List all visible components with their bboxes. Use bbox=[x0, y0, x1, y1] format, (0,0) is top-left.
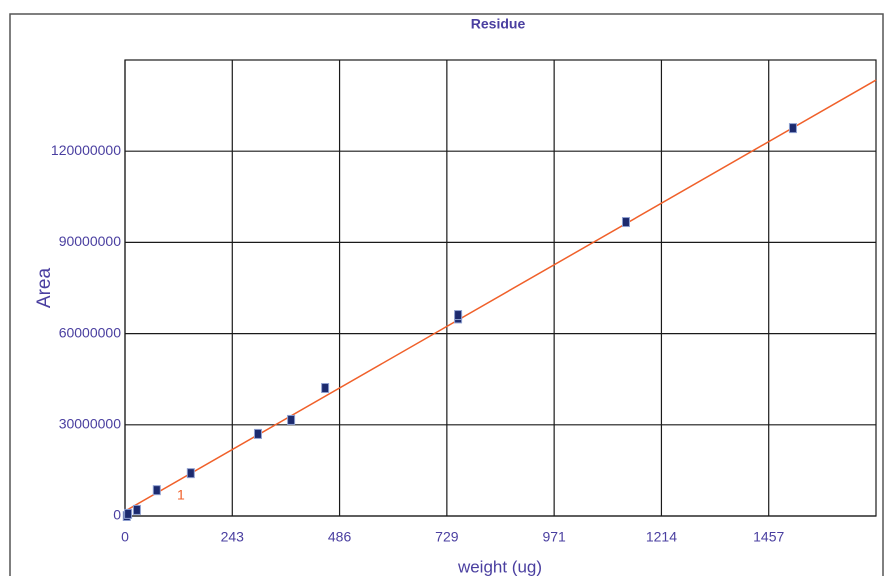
y-tick-label: 30000000 bbox=[59, 416, 122, 432]
x-axis-title: weight (ug) bbox=[457, 557, 542, 576]
data-point bbox=[152, 485, 161, 496]
fit-line bbox=[124, 79, 877, 512]
data-point bbox=[621, 217, 630, 228]
x-tick-label: 0 bbox=[121, 529, 129, 545]
y-tick-label: 120000000 bbox=[51, 142, 121, 158]
data-point bbox=[321, 383, 330, 394]
data-point bbox=[253, 428, 262, 439]
chart-title: Residue bbox=[471, 16, 526, 32]
data-point bbox=[788, 123, 797, 134]
y-tick-label: 0 bbox=[113, 507, 121, 523]
x-tick-label: 243 bbox=[221, 529, 245, 545]
y-tick-label: 60000000 bbox=[59, 324, 122, 340]
y-axis-title: Area bbox=[34, 268, 55, 309]
data-point bbox=[287, 414, 296, 425]
x-tick-label: 486 bbox=[328, 529, 352, 545]
data-point bbox=[454, 310, 463, 321]
x-tick-label: 1214 bbox=[646, 529, 677, 545]
data-point bbox=[186, 468, 195, 479]
data-point bbox=[132, 504, 141, 515]
x-tick-label: 971 bbox=[542, 529, 566, 545]
fit-label: 1 bbox=[177, 487, 185, 503]
data-point bbox=[124, 508, 133, 519]
x-tick-label: 729 bbox=[435, 529, 459, 545]
y-tick-label: 90000000 bbox=[59, 233, 122, 249]
x-tick-label: 1457 bbox=[753, 529, 784, 545]
